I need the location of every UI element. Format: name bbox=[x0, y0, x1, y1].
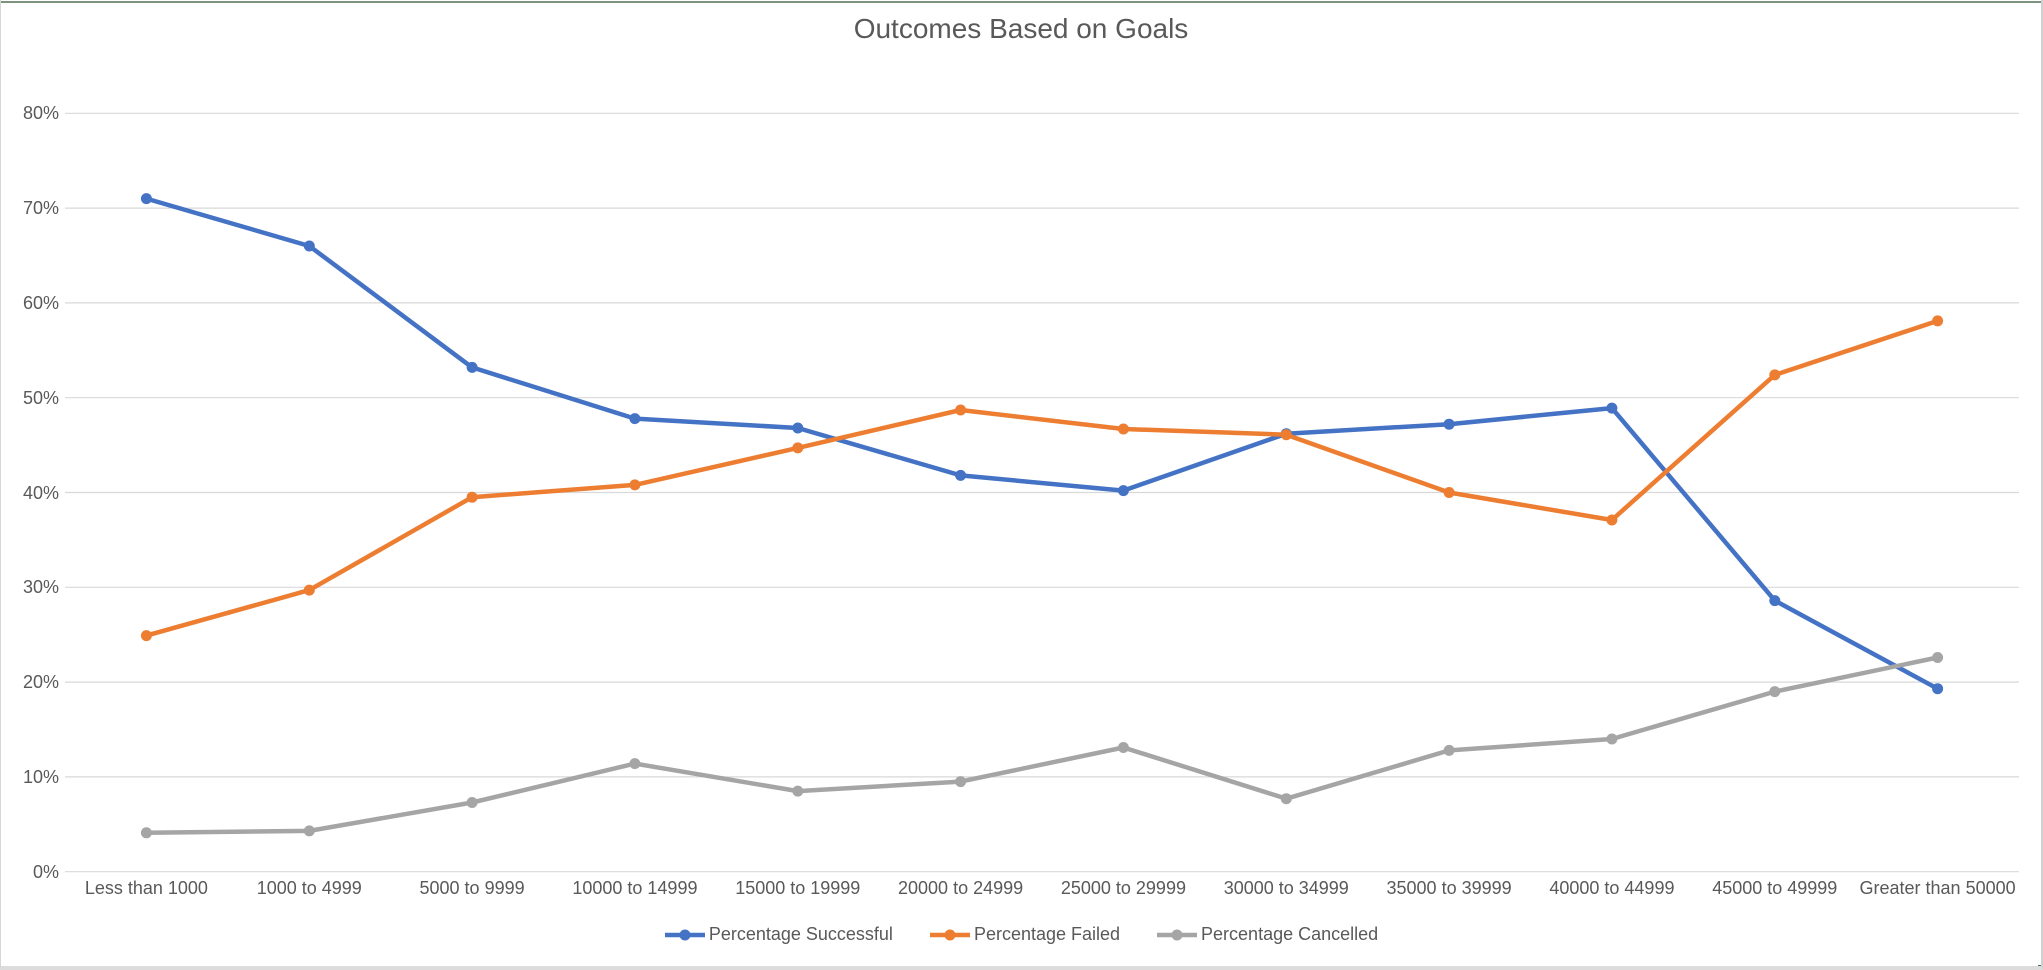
top-border-strip bbox=[1, 1, 2041, 3]
legend-marker-cancelled-icon bbox=[1157, 929, 1198, 940]
y-axis-tick-label: 30% bbox=[22, 577, 59, 598]
data-point[interactable] bbox=[303, 584, 315, 596]
data-point[interactable] bbox=[1443, 744, 1455, 756]
x-axis-label: Greater than 50000 bbox=[1859, 878, 2016, 898]
data-point[interactable] bbox=[1932, 315, 1944, 327]
data-point[interactable] bbox=[303, 825, 315, 837]
series-line-1[interactable] bbox=[144, 318, 1940, 638]
data-point[interactable] bbox=[1606, 514, 1618, 526]
series-line-0[interactable] bbox=[144, 196, 1940, 691]
y-axis-tick-label: 60% bbox=[22, 292, 59, 313]
x-axis-label: 20000 to 24999 bbox=[898, 878, 1024, 898]
x-axis-label: 25000 to 29999 bbox=[1060, 878, 1186, 898]
y-axis-tick-label: 70% bbox=[22, 198, 59, 219]
series-line-2[interactable] bbox=[144, 655, 1940, 836]
legend-item-cancelled[interactable]: Percentage Cancelled bbox=[1156, 924, 1378, 945]
y-axis-tick-label: 10% bbox=[22, 766, 59, 787]
data-point[interactable] bbox=[1932, 683, 1944, 695]
y-axis-tick-label: 0% bbox=[32, 861, 59, 882]
data-point[interactable] bbox=[792, 785, 804, 797]
y-axis-tick-label: 20% bbox=[22, 672, 59, 693]
legend-label-failed: Percentage Failed bbox=[973, 924, 1121, 944]
x-axis-label: 15000 to 19999 bbox=[735, 878, 861, 898]
legend-marker-failed-icon bbox=[929, 929, 970, 940]
x-axis-label: 35000 to 39999 bbox=[1386, 878, 1512, 898]
data-point[interactable] bbox=[466, 797, 478, 808]
y-axis-tick-label: 40% bbox=[22, 482, 59, 503]
legend-label-cancelled: Percentage Cancelled bbox=[1201, 924, 1379, 944]
x-axis-label: 30000 to 34999 bbox=[1223, 878, 1349, 898]
data-point[interactable] bbox=[466, 491, 478, 503]
y-axis-tick-label: 50% bbox=[22, 387, 59, 408]
x-axis-label: 1000 to 4999 bbox=[256, 878, 362, 898]
data-point[interactable] bbox=[1443, 418, 1455, 430]
data-point[interactable] bbox=[629, 479, 641, 491]
corner-accent bbox=[2038, 965, 2041, 966]
data-point[interactable] bbox=[792, 422, 804, 434]
data-point[interactable] bbox=[792, 442, 804, 454]
data-point[interactable] bbox=[629, 758, 641, 770]
chart-legend: Percentage Successful Percentage Failed … bbox=[1, 924, 2041, 945]
legend-marker-successful-icon bbox=[664, 929, 705, 940]
x-axis-label: 40000 to 44999 bbox=[1549, 878, 1675, 898]
chart-title[interactable]: Outcomes Based on Goals bbox=[853, 13, 1189, 44]
data-point[interactable] bbox=[1280, 793, 1292, 805]
data-point[interactable] bbox=[1117, 423, 1129, 435]
data-point[interactable] bbox=[1606, 733, 1618, 745]
x-axis-label: 5000 to 9999 bbox=[419, 878, 525, 898]
data-point[interactable] bbox=[1606, 402, 1618, 414]
legend-item-failed[interactable]: Percentage Failed bbox=[929, 924, 1120, 945]
data-point[interactable] bbox=[955, 776, 967, 788]
data-point[interactable] bbox=[1117, 742, 1129, 753]
data-point[interactable] bbox=[140, 193, 152, 205]
data-point[interactable] bbox=[140, 630, 152, 642]
data-point[interactable] bbox=[1443, 487, 1455, 498]
x-axis-label: 45000 to 49999 bbox=[1712, 878, 1838, 898]
x-axis-label: 10000 to 14999 bbox=[572, 878, 698, 898]
data-point[interactable] bbox=[1769, 369, 1781, 381]
data-point[interactable] bbox=[466, 361, 478, 373]
data-point[interactable] bbox=[955, 404, 967, 416]
data-point[interactable] bbox=[1117, 485, 1129, 497]
data-point[interactable] bbox=[629, 413, 641, 425]
data-point[interactable] bbox=[140, 827, 152, 839]
data-point[interactable] bbox=[1932, 652, 1944, 663]
data-point[interactable] bbox=[1280, 429, 1292, 441]
y-axis-tick-label: 80% bbox=[22, 103, 59, 124]
data-point[interactable] bbox=[303, 240, 315, 252]
data-point[interactable] bbox=[955, 469, 967, 481]
data-point[interactable] bbox=[1769, 686, 1781, 698]
legend-label-successful: Percentage Successful bbox=[708, 924, 893, 944]
legend-item-successful[interactable]: Percentage Successful bbox=[664, 924, 893, 945]
x-axis-label: Less than 1000 bbox=[84, 878, 208, 898]
data-point[interactable] bbox=[1769, 595, 1781, 607]
